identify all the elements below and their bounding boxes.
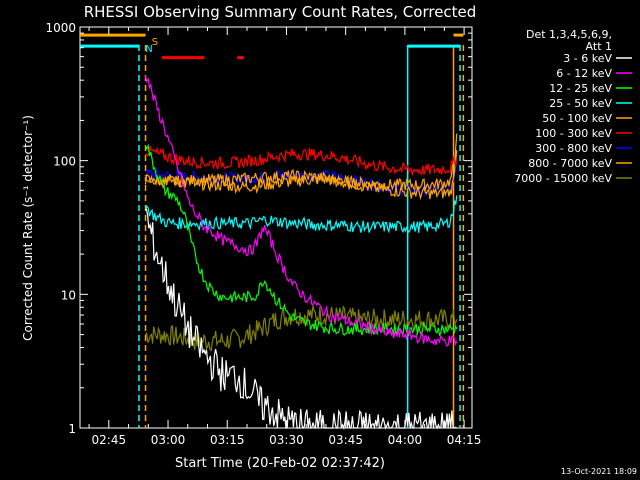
series-line-4	[145, 150, 458, 195]
y-tick-label-0: 1	[68, 422, 76, 436]
legend-header-1: Att 1	[586, 40, 612, 53]
y-tick-label-2: 100	[53, 155, 76, 169]
series-lines	[144, 75, 458, 431]
x-axis-label: Start Time (20-Feb-02 02:37:42)	[175, 456, 385, 471]
legend-label-8: 7000 - 15000 keV	[514, 172, 612, 185]
annotation-0: S	[152, 37, 158, 48]
timestamp: 13-Oct-2021 18:09	[561, 467, 637, 476]
series-line-1	[144, 75, 458, 348]
x-tick-label-3: 03:30	[269, 433, 304, 447]
x-tick-label-0: 02:45	[92, 433, 127, 447]
axes: 02:45 03:00 03:15 03:30 03:45 04:00 04:15 1 10 10…	[45, 21, 481, 447]
plot-frame	[79, 26, 473, 429]
annotation-1: N	[145, 44, 152, 55]
x-tick-label-2: 03:15	[210, 433, 245, 447]
series-line-2	[144, 143, 458, 337]
legend-label-2: 12 - 25 keV	[549, 82, 612, 95]
status-bars: SN	[80, 33, 464, 60]
y-axis-label: Corrected Count Rate (s⁻¹ detector⁻¹)	[21, 115, 35, 341]
legend-label-0: 3 - 6 keV	[563, 52, 612, 65]
x-tick-label-4: 03:45	[328, 433, 363, 447]
vertical-markers	[138, 45, 465, 428]
legend-label-1: 6 - 12 keV	[556, 67, 612, 80]
chart-title: RHESSI Observing Summary Count Rates, Co…	[84, 3, 477, 21]
legend-label-3: 25 - 50 keV	[549, 97, 612, 110]
legend-label-7: 800 - 7000 keV	[528, 157, 612, 170]
series-line-7	[144, 133, 458, 201]
x-tick-label-1: 03:00	[151, 433, 186, 447]
series-line-5	[145, 145, 458, 177]
legend-header-0: Det 1,3,4,5,6,9,	[526, 28, 612, 41]
legend-label-4: 50 - 100 keV	[542, 112, 612, 125]
x-tick-label-6: 04:15	[447, 433, 482, 447]
x-tick-label-5: 04:00	[388, 433, 423, 447]
y-tick-label-1: 10	[61, 288, 76, 302]
legend-label-6: 300 - 800 keV	[535, 142, 612, 155]
legend: Det 1,3,4,5,6,9,Att 13 - 6 keV 6 - 12 keV…	[514, 28, 632, 185]
series-line-3	[144, 195, 458, 234]
legend-label-5: 100 - 300 keV	[535, 127, 612, 140]
y-tick-label-3: 1000	[45, 21, 76, 35]
series-line-0	[145, 208, 458, 431]
